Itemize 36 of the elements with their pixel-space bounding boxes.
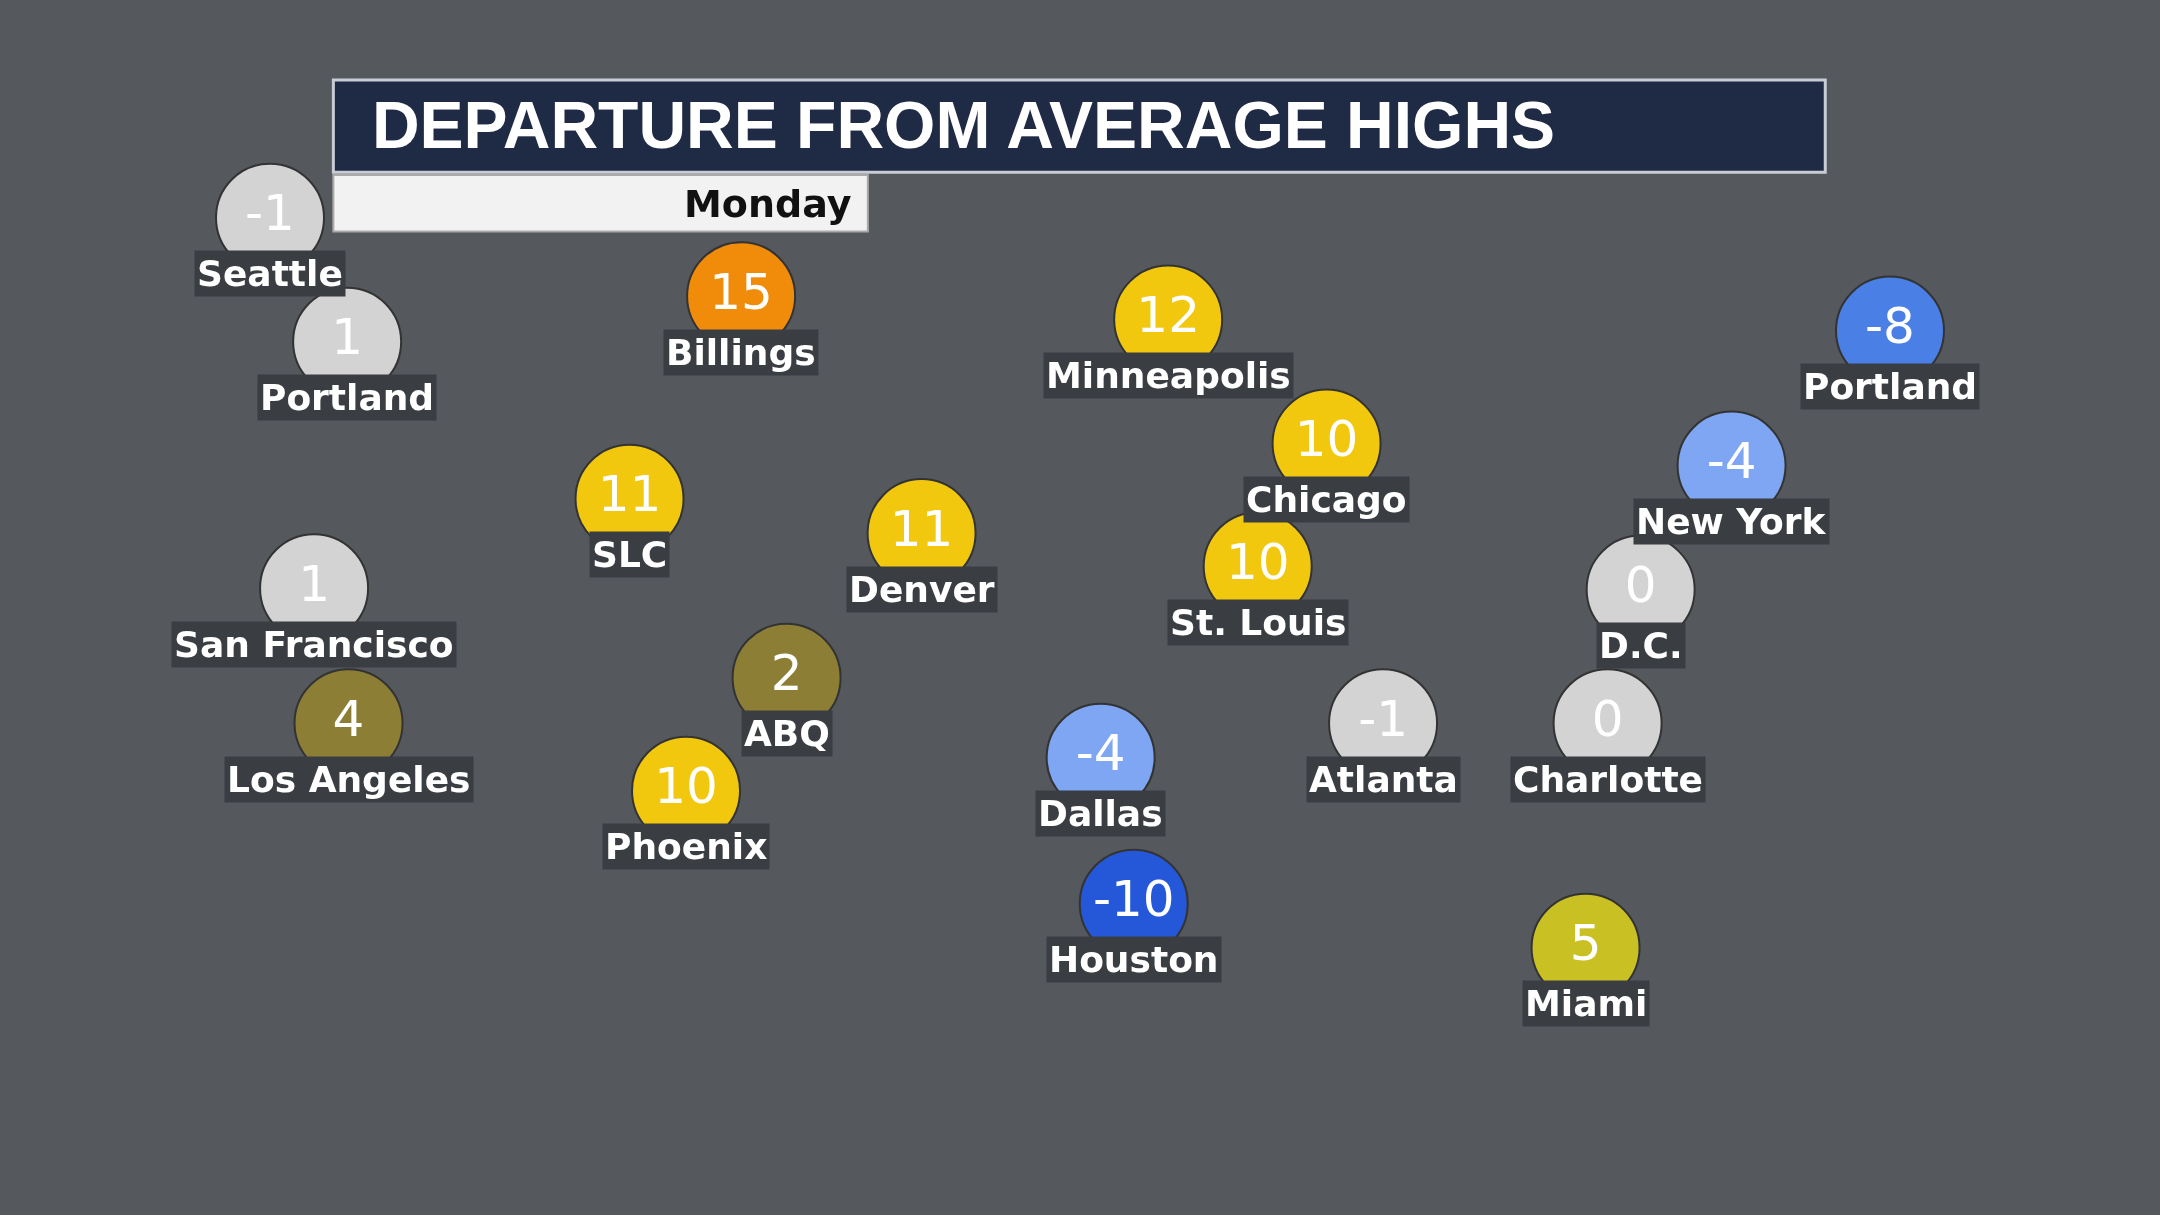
data-label: 10 bbox=[1225, 532, 1290, 591]
category-label: St. Louis bbox=[1170, 602, 1347, 643]
text: Monday bbox=[684, 182, 852, 226]
data-label: 2 bbox=[770, 644, 803, 703]
data-label: 12 bbox=[1136, 286, 1200, 345]
data-label: -4 bbox=[1706, 432, 1757, 491]
category-label: Chicago bbox=[1246, 479, 1407, 520]
category-label: Houston bbox=[1049, 939, 1219, 980]
data-label: 15 bbox=[709, 262, 773, 321]
category-label: Seattle bbox=[197, 253, 343, 294]
data-label: -10 bbox=[1092, 870, 1175, 929]
category-label: Denver bbox=[849, 569, 995, 610]
text: DEPARTURE FROM AVERAGE HIGHS bbox=[371, 88, 1556, 163]
data-label: 10 bbox=[654, 757, 718, 816]
data-label: 11 bbox=[889, 499, 954, 558]
category-label: Portland bbox=[260, 377, 435, 418]
category-label: New York bbox=[1636, 501, 1827, 542]
category-label: Minneapolis bbox=[1046, 355, 1291, 396]
category-label: Billings bbox=[666, 332, 816, 373]
data-label: -8 bbox=[1865, 297, 1915, 356]
data-label: 4 bbox=[332, 689, 365, 748]
data-label: 11 bbox=[597, 465, 662, 524]
category-label: ABQ bbox=[744, 713, 830, 754]
data-label: -4 bbox=[1075, 724, 1126, 783]
category-label: SLC bbox=[592, 534, 668, 575]
category-label: D.C. bbox=[1599, 625, 1683, 666]
category-label: Miami bbox=[1525, 983, 1648, 1024]
category-label: Atlanta bbox=[1309, 759, 1458, 800]
category-label: San Francisco bbox=[174, 624, 454, 665]
data-label: 5 bbox=[1569, 914, 1602, 973]
category-label: Portland bbox=[1803, 366, 1978, 407]
category-label: Los Angeles bbox=[227, 759, 471, 800]
category-label: Charlotte bbox=[1513, 759, 1704, 800]
data-label: 10 bbox=[1294, 410, 1359, 469]
category-label: Dallas bbox=[1038, 793, 1163, 834]
category-label: Phoenix bbox=[605, 826, 768, 867]
